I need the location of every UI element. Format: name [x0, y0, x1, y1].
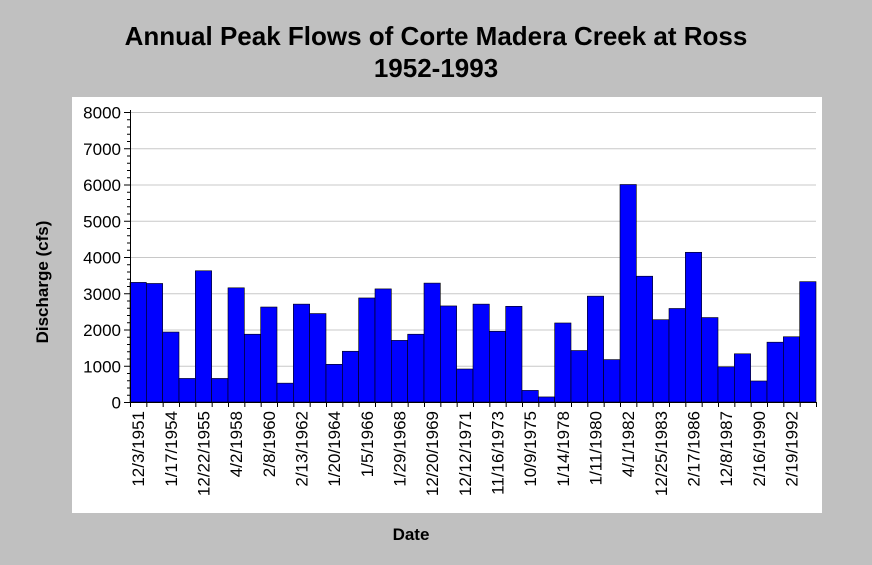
- bar: [668, 308, 686, 403]
- bar: [178, 378, 196, 403]
- chart-title-line-1: Annual Peak Flows of Corte Madera Creek …: [124, 21, 748, 51]
- x-tick-label: 2/8/1960: [260, 411, 279, 477]
- bar: [619, 184, 637, 403]
- bar: [636, 275, 653, 403]
- bar: [129, 282, 147, 403]
- x-tick-label: 4/1/1982: [619, 411, 638, 477]
- bar: [244, 333, 261, 403]
- bar: [603, 359, 621, 403]
- bar: [227, 287, 245, 403]
- bar: [554, 322, 572, 403]
- bar: [162, 331, 180, 403]
- bar: [260, 306, 278, 403]
- y-tick-label: 1000: [83, 357, 121, 376]
- x-tick-label: 12/22/1955: [195, 411, 214, 496]
- x-tick-label: 1/20/1964: [325, 411, 344, 487]
- bar: [652, 319, 670, 403]
- x-tick-label: 2/19/1992: [783, 411, 802, 487]
- y-tick-label: 4000: [83, 249, 121, 268]
- bar: [456, 368, 474, 403]
- bar: [783, 336, 800, 403]
- x-axis-label: Date: [392, 525, 430, 544]
- x-tick-label: 12/20/1969: [423, 411, 442, 496]
- bar: [766, 341, 784, 403]
- bar: [521, 390, 539, 403]
- bar: [391, 340, 408, 403]
- x-tick-label: 4/2/1958: [227, 411, 246, 477]
- bar: [505, 305, 523, 403]
- bars: [129, 184, 817, 403]
- x-tick-label: 2/16/1990: [750, 411, 769, 487]
- x-tick-label: 1/14/1978: [554, 411, 573, 487]
- bar: [374, 288, 392, 403]
- y-tick-label: 2000: [83, 321, 121, 340]
- bar: [342, 350, 359, 403]
- x-tick-label: 12/3/1951: [129, 411, 148, 487]
- bar: [211, 378, 229, 403]
- y-tick-labels: 0 1000 2000 3000 4000 5000 6000 7000 8000: [83, 104, 121, 413]
- x-tick-label: 1/11/1980: [587, 411, 606, 485]
- bar: [146, 283, 163, 403]
- bar: [276, 382, 294, 403]
- x-tick-labels: 12/3/1951 1/17/1954 12/22/1955 4/2/1958 2/8/…: [129, 411, 801, 496]
- chart-title-line-2: 1952-1993: [373, 53, 499, 83]
- x-tick-label: 1/17/1954: [162, 411, 181, 487]
- y-tick-label: 8000: [83, 104, 121, 123]
- bar: [423, 282, 441, 403]
- bar: [407, 333, 425, 403]
- x-tick-label: 2/13/1962: [293, 411, 312, 487]
- bar: [309, 313, 327, 403]
- y-tick-label: 6000: [83, 176, 121, 195]
- bar: [750, 380, 768, 403]
- x-tick-label: 1/5/1966: [358, 411, 377, 477]
- bar: [734, 353, 751, 403]
- y-axis-label: Discharge (cfs): [33, 220, 52, 344]
- bar: [440, 305, 457, 403]
- x-tick-label: 12/25/1983: [652, 411, 671, 496]
- axes: [124, 110, 817, 407]
- x-tick-label: 12/8/1987: [717, 411, 736, 487]
- x-tick-label: 11/16/1973: [489, 411, 508, 495]
- bar: [358, 297, 376, 403]
- y-tick-label: 5000: [83, 212, 121, 231]
- bar: [472, 303, 490, 403]
- bar: [701, 317, 719, 403]
- bar: [293, 303, 310, 403]
- bar: [717, 366, 735, 403]
- bar: [587, 295, 604, 403]
- y-tick-label: 7000: [83, 140, 121, 159]
- bar: [799, 281, 817, 403]
- bar: [570, 350, 588, 403]
- bar: [195, 270, 212, 403]
- y-tick-label: 0: [112, 394, 121, 413]
- bar: [685, 251, 702, 403]
- bar: [489, 331, 506, 403]
- bar: [538, 396, 555, 403]
- bar: [325, 363, 343, 403]
- x-tick-label: 1/29/1968: [391, 411, 410, 487]
- x-tick-label: 12/12/1971: [456, 411, 475, 496]
- y-tick-label: 3000: [83, 285, 121, 304]
- x-tick-label: 2/17/1986: [685, 411, 704, 487]
- chart-title: Annual Peak Flows of Corte Madera Creek …: [0, 20, 872, 84]
- x-tick-label: 10/9/1975: [521, 411, 540, 487]
